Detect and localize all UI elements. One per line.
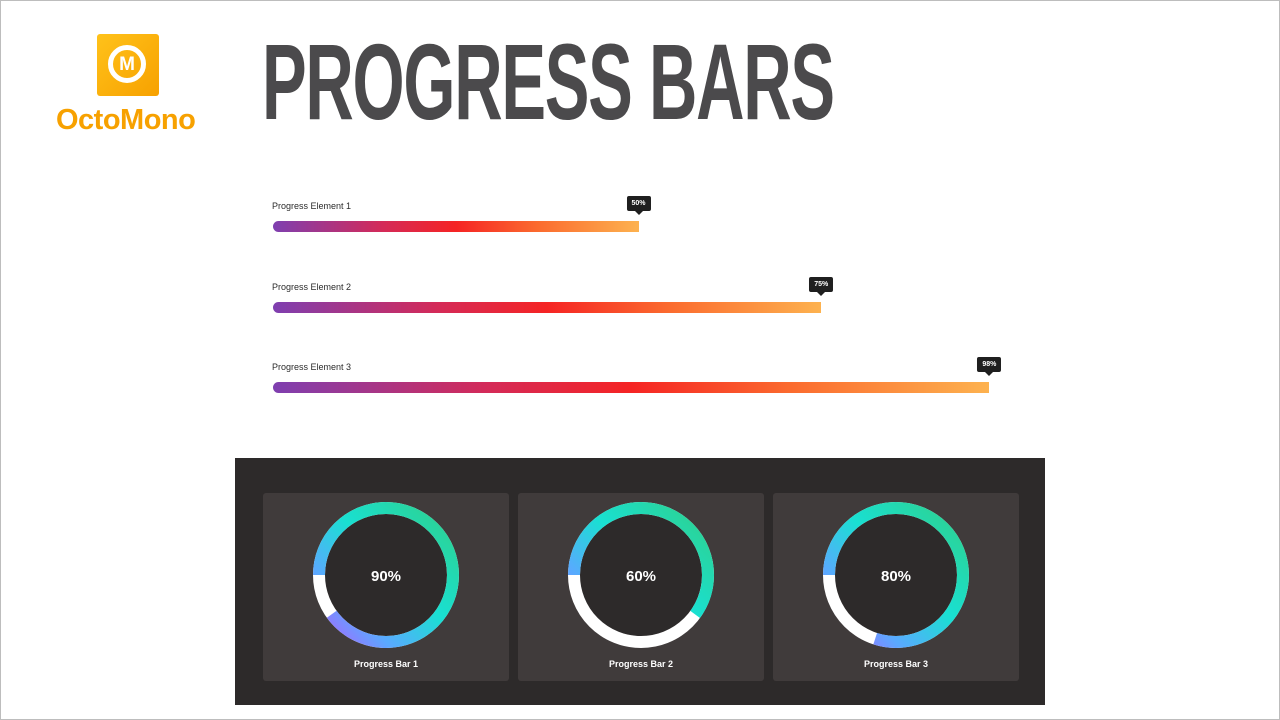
progress-tooltip: 50% [626, 196, 651, 215]
progress-element-3: Progress Element 3 98% [272, 357, 1012, 412]
ring-progress-arc [568, 502, 714, 648]
progress-bar-card-2: 60% Progress Bar 2 [518, 493, 764, 681]
ring-center [835, 514, 957, 636]
progress-bar-card-1: 90% Progress Bar 1 [263, 493, 509, 681]
progress-bar-card-3: 80% Progress Bar 3 [773, 493, 1019, 681]
progress-tooltip: 98% [977, 357, 1002, 376]
progress-element-2: Progress Element 2 75% [272, 277, 1012, 332]
circular-progress-panel: 90% Progress Bar 1 60% Progress Bar 2 80… [235, 458, 1045, 705]
page-title: PROGRESS BARS [262, 21, 835, 142]
progress-element-label: Progress Element 3 [272, 362, 352, 372]
progress-fill [273, 382, 990, 393]
octomono-logo-mark: M [97, 34, 159, 96]
ring-percentage: 80% [880, 568, 912, 585]
circular-progress-ring [568, 502, 714, 648]
progress-bar-label: Progress Bar 1 [353, 659, 419, 669]
ring-center [580, 514, 702, 636]
progress-tooltip: 75% [809, 277, 834, 296]
progress-element-label: Progress Element 2 [272, 282, 352, 292]
progress-fill [273, 302, 822, 313]
ring-center [325, 514, 447, 636]
ring-percentage: 60% [625, 568, 657, 585]
circular-progress-ring [313, 502, 459, 648]
progress-fill [273, 221, 639, 232]
ring-progress-arc [823, 502, 969, 648]
ring-percentage: 90% [370, 568, 402, 585]
progress-bar-label: Progress Bar 3 [863, 659, 929, 669]
ring-progress-arc [313, 502, 459, 648]
progress-element-1: Progress Element 1 50% [272, 196, 1012, 251]
progress-bar-label: Progress Bar 2 [608, 659, 674, 669]
logo-m-icon: M [108, 45, 146, 83]
progress-element-label: Progress Element 1 [272, 201, 352, 211]
circular-progress-ring [823, 502, 969, 648]
logo-wordmark: OctoMono [56, 104, 196, 136]
